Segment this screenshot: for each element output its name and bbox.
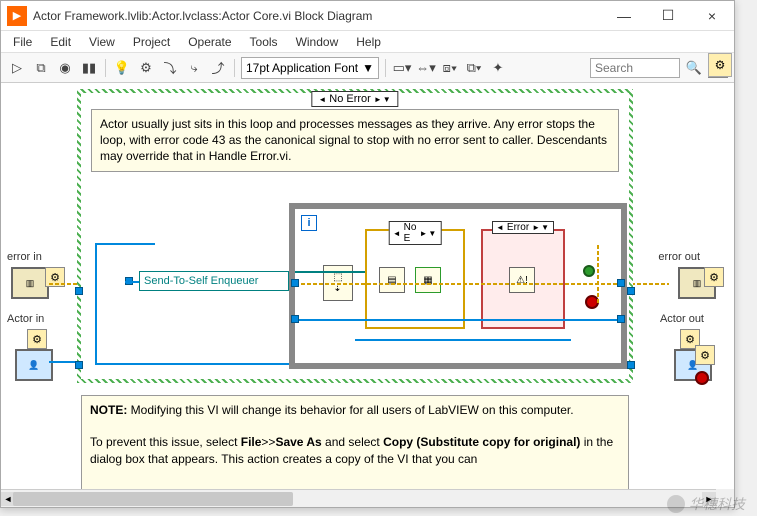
note-bold: Save As — [275, 435, 321, 449]
menu-help[interactable]: Help — [348, 33, 389, 51]
note-box-bottom: NOTE: Modifying this VI will change its … — [81, 395, 629, 489]
wire — [355, 339, 571, 341]
menu-view[interactable]: View — [81, 33, 123, 51]
tunnel — [291, 315, 299, 323]
tunnel — [617, 315, 625, 323]
titlebar: Actor Framework.lvlib:Actor.lvclass:Acto… — [1, 1, 734, 31]
window-title: Actor Framework.lvlib:Actor.lvclass:Acto… — [33, 9, 602, 23]
tunnel — [75, 287, 83, 295]
app-window: Actor Framework.lvlib:Actor.lvclass:Acto… — [0, 0, 735, 508]
loop-condition-led[interactable] — [583, 265, 595, 277]
separator — [105, 59, 106, 77]
cleanup-button[interactable]: ✦ — [488, 58, 508, 78]
watermark: 华穗科技 — [667, 494, 745, 514]
chevron-down-icon: ▼ — [362, 61, 374, 75]
menu-edit[interactable]: Edit — [42, 33, 79, 51]
note-bold: Copy (Substitute copy for original) — [383, 435, 580, 449]
abort-button[interactable]: ◉ — [55, 58, 75, 78]
search-icon[interactable]: 🔍 — [684, 58, 704, 78]
case-selector-outer[interactable]: No Error — [311, 91, 398, 107]
menu-file[interactable]: File — [5, 33, 40, 51]
note-text: Modifying this VI will change its behavi… — [127, 403, 573, 417]
horizontal-scrollbar[interactable]: ◄ ► — [1, 489, 716, 507]
window-buttons: — ☐ × — [602, 1, 734, 31]
error-wire — [295, 283, 621, 285]
close-button[interactable]: × — [690, 1, 734, 31]
while-loop[interactable]: i No E ▤ ▦ Error ⚠! ⬚⇣ — [289, 203, 627, 369]
actor-in-terminal[interactable]: 👤 — [15, 349, 53, 381]
run-button[interactable]: ▷ — [7, 58, 27, 78]
case-structure-outer[interactable]: No Error Actor usually just sits in this… — [77, 89, 633, 383]
scroll-thumb[interactable] — [13, 492, 293, 506]
case-structure-noe[interactable]: No E ▤ ▦ — [365, 229, 465, 329]
error-in-label: error in — [7, 251, 42, 263]
case-selector[interactable]: Error — [492, 221, 554, 234]
tunnel — [617, 279, 625, 287]
watermark-text: 华穗科技 — [689, 494, 745, 514]
send-to-self-enqueuer-node[interactable]: Send-To-Self Enqueuer — [139, 271, 289, 291]
wire — [95, 243, 155, 245]
app-icon — [7, 6, 27, 26]
wire — [295, 319, 621, 321]
vi-icon-dock[interactable]: ⚙ — [708, 53, 732, 77]
align-button[interactable]: ▭▾ — [392, 58, 412, 78]
vi-node[interactable]: ▤ — [379, 267, 405, 293]
separator — [385, 59, 386, 77]
block-diagram-canvas[interactable]: error in ▥ ⚙ Actor in ⚙ 👤 error out ▥ ⚙ … — [1, 83, 734, 489]
menu-tools[interactable]: Tools — [242, 33, 286, 51]
gear-icon[interactable]: ⚙ — [704, 267, 724, 287]
run-continuous-button[interactable]: ⧉ — [31, 58, 51, 78]
step-over-button[interactable]: ⤷ — [184, 58, 204, 78]
menu-window[interactable]: Window — [288, 33, 347, 51]
tunnel — [627, 361, 635, 369]
gear-icon[interactable]: ⚙ — [695, 345, 715, 365]
wire — [125, 281, 139, 283]
stop-node[interactable] — [695, 371, 709, 385]
tunnel — [627, 287, 635, 295]
note-text: and select — [322, 435, 383, 449]
case-label: No Error — [329, 93, 371, 105]
wechat-icon — [667, 495, 685, 513]
case-structure-error[interactable]: Error ⚠! — [481, 229, 565, 329]
minimize-button[interactable]: — — [602, 1, 646, 31]
case-structure-inner: No Error Actor usually just sits in this… — [81, 93, 629, 379]
error-out-label: error out — [658, 251, 700, 263]
error-wire — [597, 243, 599, 303]
maximize-button[interactable]: ☐ — [646, 1, 690, 31]
loop-iteration-terminal[interactable]: i — [301, 215, 317, 231]
vi-node[interactable]: ▦ — [415, 267, 441, 293]
font-label: 17pt Application Font — [246, 61, 358, 75]
step-out-button[interactable]: ⤴ — [208, 58, 228, 78]
menu-project[interactable]: Project — [125, 33, 178, 51]
diagram-content: No Error Actor usually just sits in this… — [77, 89, 633, 389]
font-selector[interactable]: 17pt Application Font ▼ — [241, 57, 379, 79]
note-prefix: NOTE: — [90, 403, 127, 417]
note-text: >> — [261, 435, 275, 449]
wire — [295, 271, 365, 273]
retain-wire-button[interactable]: ⚙ — [136, 58, 156, 78]
tunnel — [75, 361, 83, 369]
resize-button[interactable]: ⧈▾ — [440, 58, 460, 78]
search-input[interactable] — [590, 58, 680, 78]
error-in-terminal[interactable]: ▥ — [11, 267, 49, 299]
pause-button[interactable]: ▮▮ — [79, 58, 99, 78]
wire — [95, 243, 97, 365]
menubar: File Edit View Project Operate Tools Win… — [1, 31, 734, 53]
error-handler-node[interactable]: ⚠! — [509, 267, 535, 293]
menu-operate[interactable]: Operate — [180, 33, 239, 51]
tunnel — [291, 279, 299, 287]
separator — [234, 59, 235, 77]
note-text: To prevent this issue, select — [90, 435, 241, 449]
distribute-button[interactable]: ⇔▾ — [416, 58, 436, 78]
reorder-button[interactable]: ⧉▾ — [464, 58, 484, 78]
gear-icon[interactable]: ⚙ — [27, 329, 47, 349]
toolbar: ▷ ⧉ ◉ ▮▮ 💡 ⚙ ⤵ ⤷ ⤴ 17pt Application Font… — [1, 53, 734, 83]
note-bold: File — [241, 435, 262, 449]
actor-out-label: Actor out — [660, 313, 704, 325]
note-box-top: Actor usually just sits in this loop and… — [91, 109, 619, 172]
actor-in-label: Actor in — [7, 313, 44, 325]
step-into-button[interactable]: ⤵ — [160, 58, 180, 78]
highlight-exec-button[interactable]: 💡 — [112, 58, 132, 78]
case-selector[interactable]: No E — [389, 221, 442, 245]
